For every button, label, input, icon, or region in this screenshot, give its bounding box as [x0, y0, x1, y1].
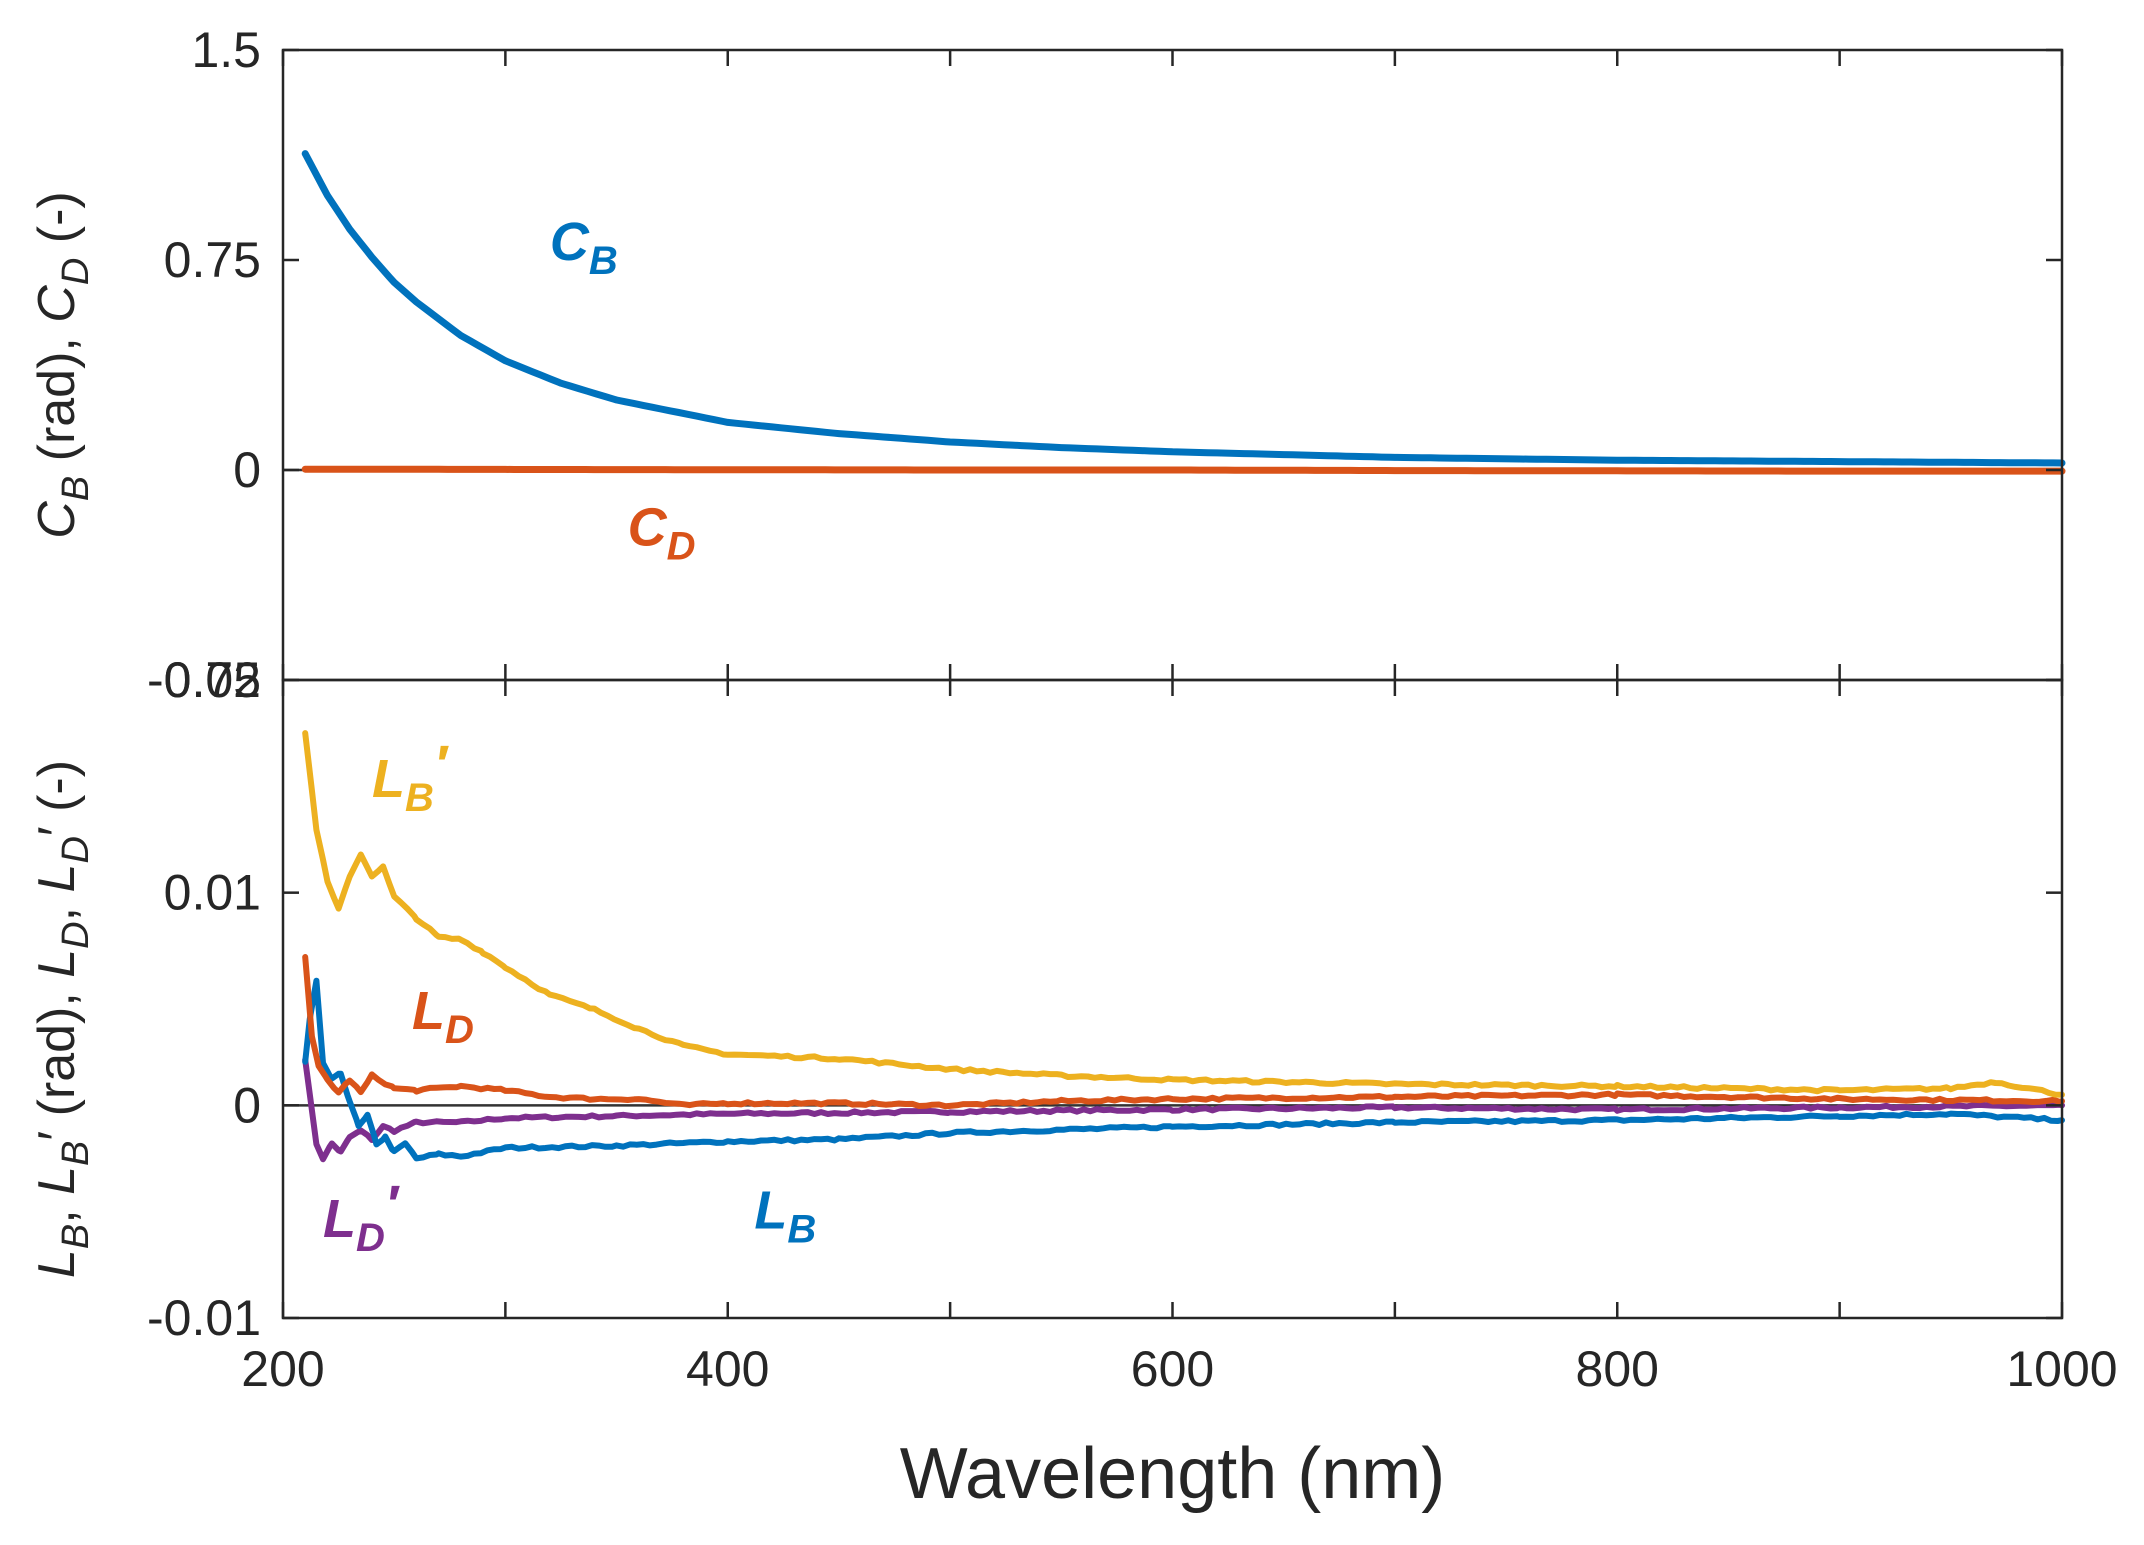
label-l-d-prime-main: L [323, 1189, 356, 1249]
bottom-series-3-line [302, 1056, 2065, 1163]
bottom-y-tick-label: -0.01 [147, 1290, 261, 1346]
label-l-b-prime-sub: B [405, 776, 434, 820]
top-series-1-line [301, 465, 2066, 475]
bottom-series-0-line [302, 730, 2065, 1098]
x-tick-label: 1000 [2006, 1341, 2117, 1397]
bottom-series-group [283, 730, 2065, 1163]
label-c-b: CB [550, 212, 618, 283]
y-title-symbol: C [28, 501, 86, 539]
y-title-subscript: B [55, 476, 97, 501]
y-title-text: ′ (rad), [28, 978, 86, 1141]
label-l-d-prime: LD′ [323, 1175, 400, 1260]
label-c-d-main: C [628, 498, 668, 558]
y-title-subscript: D [55, 258, 97, 285]
label-l-d-prime-mark: ′ [385, 1175, 400, 1235]
label-c-d: CD [628, 498, 696, 569]
label-l-d: LD [412, 981, 474, 1052]
label-c-b-sub: B [589, 239, 618, 283]
label-l-b-prime-main: L [372, 749, 405, 809]
y-title-symbol: L [28, 864, 86, 893]
top-series-0-line [301, 150, 2066, 467]
bottom-y-tick-label: 0 [233, 1077, 261, 1133]
top-ticks: -0.75 0 0.75 1.5 [147, 22, 2064, 708]
bottom-y-axis-title: LB, LB′ (rad), LD, LD′ (-) [28, 760, 97, 1278]
top-y-tick-label: 1.5 [191, 22, 261, 78]
y-title-symbol: L [28, 1249, 86, 1278]
label-l-b-prime: LB′ [372, 735, 449, 820]
y-title-text: (rad), [28, 323, 86, 476]
label-l-b-prime-mark: ′ [434, 735, 449, 795]
label-c-d-sub: D [667, 525, 696, 569]
bottom-series-1-line [302, 954, 2065, 1110]
label-l-d-sub: D [445, 1008, 474, 1052]
x-tick-label: 800 [1576, 1341, 1659, 1397]
bottom-series-2-line [302, 977, 2065, 1162]
y-title-text: , [28, 1195, 86, 1224]
y-title-symbol: C [28, 285, 86, 323]
y-title-subscript: B [55, 1224, 97, 1249]
bottom-y-tick-label: 0.01 [164, 865, 261, 921]
top-y-tick-label: 0.75 [164, 232, 261, 288]
y-title-subscript: B [55, 1141, 97, 1166]
x-tick-label: 600 [1131, 1341, 1214, 1397]
label-l-d-main: L [412, 981, 445, 1041]
y-title-subscript: D [55, 836, 97, 863]
label-l-b-main: L [754, 1181, 787, 1241]
label-c-b-main: C [550, 212, 590, 272]
x-axis-title: Wavelength (nm) [900, 1434, 1446, 1514]
y-title-symbol: L [28, 949, 86, 978]
bottom-ticks: -0.01 0 0.01 0.02 200 400 600 800 1000 [147, 652, 2118, 1397]
y-title-symbol: L [28, 1166, 86, 1195]
y-title-text: ′ (-) [28, 760, 86, 836]
label-l-b-sub: B [787, 1208, 816, 1252]
top-series-group [283, 150, 2066, 475]
y-title-text: (-) [28, 191, 86, 257]
top-y-axis-title: CB (rad), CD (-) [28, 191, 97, 538]
top-y-tick-label: 0 [233, 442, 261, 498]
bottom-y-tick-label: 0.02 [164, 652, 261, 708]
top-y-tick-label: -0.75 [147, 652, 261, 708]
y-title-subscript: D [55, 921, 97, 948]
label-l-b: LB [754, 1181, 816, 1252]
x-tick-label: 200 [241, 1341, 324, 1397]
x-tick-label: 400 [686, 1341, 769, 1397]
label-l-d-prime-sub: D [356, 1216, 385, 1260]
y-title-text: , [28, 892, 86, 921]
